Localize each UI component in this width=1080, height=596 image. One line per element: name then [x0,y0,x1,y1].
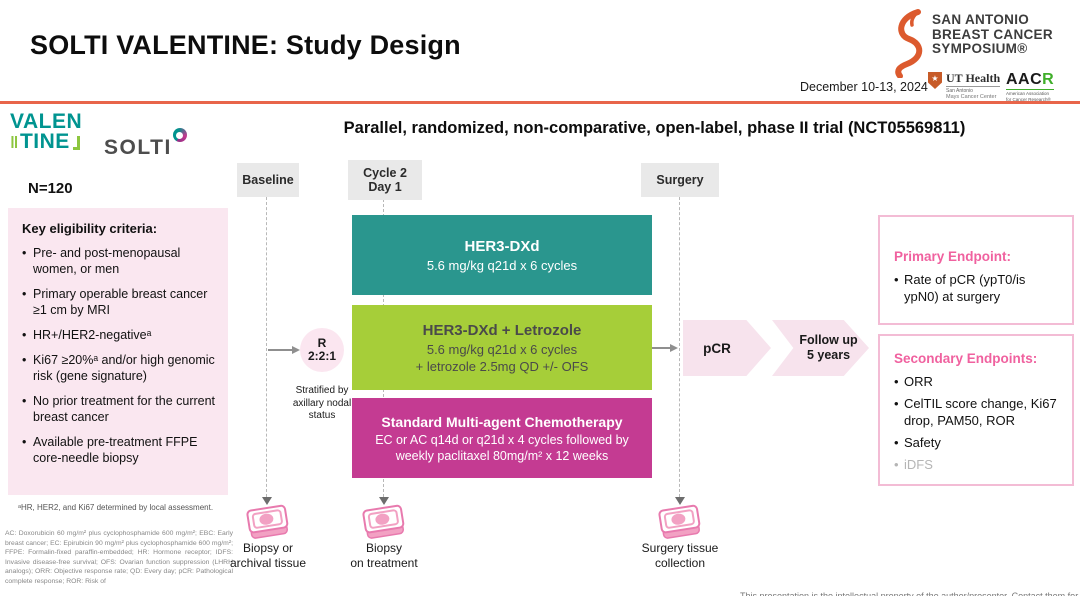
valentine-green-bracket [72,136,80,150]
timepoint-surgery-label: Surgery [656,173,704,187]
design-headline: Parallel, randomized, non-comparative, o… [343,119,966,137]
arrow-to-randomization-icon [268,346,300,354]
eligibility-item: No prior treatment for the current breas… [22,393,216,425]
secondary-endpoint-item: CelTIL score change, Ki67 drop, PAM50, R… [894,395,1062,429]
surgery-arrowhead-icon [675,497,685,505]
ut-health-logo: ★ UT Health San Antonio Mays Cancer Cent… [928,71,1001,101]
pcr-label: pCR [703,340,731,356]
pcr-chevron: pCR [683,320,771,376]
valentine-green-bars: ‖ [10,133,19,152]
surgery-timeline-line [679,197,680,497]
tissue-label-line: Biopsy or [242,541,294,555]
abbreviations-block: AC: Doxorubicin 60 mg/m² plus cyclophosp… [5,530,233,585]
arm-dose: 5.6 mg/kg q21d x 6 cycles [426,341,578,357]
header-divider [0,101,1080,104]
tissue-cassette-icon [246,504,290,547]
aacr-part1: AAC [1006,71,1043,88]
secondary-endpoint-item: ORR [894,373,1062,390]
tissue-cassette-icon [362,504,406,547]
conference-date: December 10-13, 2024 [800,80,928,94]
aacr-part2: R [1042,71,1055,88]
tissue-cassette-icon [658,504,702,547]
followup-label-line1: Follow up [799,333,858,347]
ut-health-sub1: San Antonio [946,86,1001,94]
primary-endpoint-item: Rate of pCR (ypT0/is ypN0) at surgery [894,271,1062,305]
eligibility-box: Key eligibility criteria: Pre- and post-… [8,208,228,495]
arm-dose: 5.6 mg/kg q21d x 6 cycles [426,257,578,273]
tissue-label-surgery: Surgery tissue collection [622,541,738,570]
valentine-logo-line1: VALEN [10,110,83,133]
sabcs-line3: SYMPOSIUM® [932,41,1028,56]
page-title: SOLTI VALENTINE: Study Design [30,30,461,60]
timepoint-cycle2-day1: Cycle 2 Day 1 [348,160,422,200]
stratification-line: status [308,410,336,421]
sabcs-ribbon-icon [888,8,928,83]
sample-size: N=120 [28,180,73,197]
arm-title: HER3-DXd [464,237,540,255]
timepoint-baseline: Baseline [237,163,299,197]
arm-her3-dxd-letrozole: HER3-DXd + Letrozole 5.6 mg/kg q21d x 6 … [352,305,652,390]
stratification-note: Stratified by axillary nodal status [282,385,362,423]
baseline-arrowhead-icon [262,497,272,505]
arm-her3-dxd: HER3-DXd 5.6 mg/kg q21d x 6 cycles [352,215,652,295]
solti-wordmark: SOLTI [104,136,172,159]
ut-shield-icon: ★ [928,72,942,89]
randomization-circle: R 2:2:1 [300,328,344,372]
followup-label-line2: 5 years [806,348,851,362]
timepoint-surgery: Surgery [641,163,719,197]
sabcs-line2: BREAST CANCER [932,26,1053,42]
ut-health-name: UT Health [946,71,1001,85]
sabcs-line1: SAN ANTONIO [932,12,1030,27]
arm-title: HER3-DXd + Letrozole [422,321,582,339]
eligibility-item: Primary operable breast cancer ≥1 cm by … [22,286,216,318]
tissue-label-baseline: Biopsy or archival tissue [218,541,318,570]
secondary-endpoints-title: Secondary Endpoints: [894,351,1038,366]
secondary-endpoint-item-idfs: iDFS [894,456,1062,473]
arm-dose: EC or AC q14d or q21d x 4 cycles followe… [375,433,629,447]
eligibility-item: HR+/HER2-negativeᵃ [22,327,216,343]
primary-endpoint-title: Primary Endpoint: [894,249,1012,264]
arm-title: Standard Multi-agent Chemotherapy [381,414,623,430]
solti-ring-icon [172,128,187,142]
aacr-logo: AACR American Association for Cancer Res… [1006,71,1055,102]
ut-health-sub2: Mays Cancer Center [946,94,997,100]
aacr-sub2: for Cancer Research® [1006,96,1051,102]
tissue-label-line: collection [654,555,706,570]
aacr-sub1: American Association [1006,91,1050,96]
tissue-label-line: Biopsy [365,541,403,555]
randomization-ratio: 2:2:1 [307,349,336,363]
valentine-logo-line2: TINE [19,130,70,153]
cycle2-arrowhead-icon [379,497,389,505]
baseline-timeline-line [266,197,267,497]
followup-chevron: Follow up 5 years [772,320,869,376]
secondary-endpoint-item: Safety [894,434,1062,451]
tissue-label-line: archival tissue [229,555,307,570]
solti-logo: SOLTI [104,128,187,160]
stratification-line: Stratified by [295,385,349,396]
eligibility-title: Key eligibility criteria: [22,221,158,236]
tissue-label-line: Surgery tissue [641,541,719,555]
local-assessment-footnote: ᵃHR, HER2, and Ki67 determined by local … [18,503,214,512]
eligibility-item: Ki67 ≥20%ᵃ and/or high genomic risk (gen… [22,352,216,384]
tissue-label-on-treatment: Biopsy on treatment [334,541,434,570]
footer-disclaimer: This presentation is the intellectual pr… [740,591,1080,596]
eligibility-item: Pre- and post-menopausal women, or men [22,245,216,277]
timepoint-cycle2-label: Cycle 2 [363,166,407,180]
eligibility-item: Available pre-treatment FFPE core-needle… [22,434,216,466]
stratification-line: axillary nodal [292,397,352,409]
randomization-r: R [317,336,327,350]
primary-endpoint-box: Primary Endpoint: Rate of pCR (ypT0/is y… [878,215,1074,325]
tissue-label-line: on treatment [350,555,418,570]
arm-chemotherapy: Standard Multi-agent Chemotherapy EC or … [352,398,652,478]
arrow-to-pcr-icon [652,344,678,352]
secondary-endpoints-box: Secondary Endpoints: ORR CelTIL score ch… [878,334,1074,486]
sabcs-wordmark: SAN ANTONIO BREAST CANCER SYMPOSIUM® [932,12,1053,57]
timepoint-day1-label: Day 1 [368,180,402,194]
arm-dose: + letrozole 2.5mg QD +/- OFS [415,358,589,374]
arm-dose: weekly paclitaxel 80mg/m² x 12 weeks [395,449,609,463]
valentine-logo: VALEN ‖TINE [10,110,83,153]
timepoint-baseline-label: Baseline [242,173,294,187]
